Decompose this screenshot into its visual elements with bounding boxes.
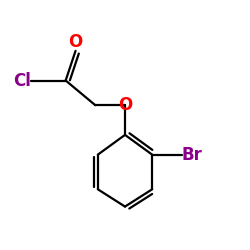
- Text: O: O: [68, 33, 83, 51]
- Text: O: O: [118, 96, 132, 114]
- Text: Cl: Cl: [13, 72, 31, 90]
- Text: Br: Br: [182, 146, 203, 164]
